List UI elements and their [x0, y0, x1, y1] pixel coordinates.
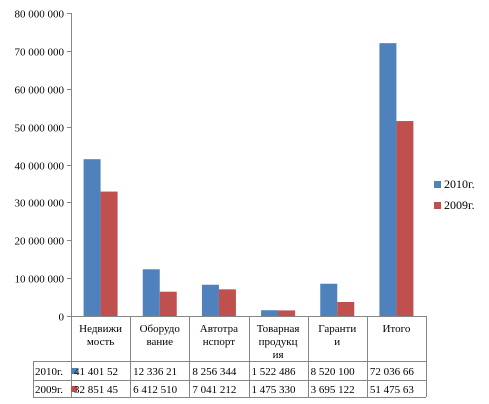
y-tick-label: 50 000 000 — [15, 123, 65, 135]
bar-series2 — [396, 121, 414, 317]
table-cell: 7 041 212 — [192, 384, 236, 396]
bar-series2 — [278, 310, 296, 316]
category-label: ия — [273, 349, 284, 361]
y-axis: 0 10 000 000 20 000 000 30 000 000 40 000 00… — [15, 9, 72, 324]
table-series-key — [71, 368, 77, 374]
category-label: Недвижи — [79, 323, 122, 335]
category-label: Оборудо — [140, 323, 181, 335]
table-cell: 12 336 21 — [133, 366, 177, 378]
table-cell: 8 256 344 — [192, 366, 237, 378]
bar-series1 — [201, 284, 219, 316]
table-cell: 41 401 52 — [74, 366, 118, 378]
table-cell: 8 520 100 — [311, 366, 356, 378]
category-label: Гаранти — [318, 323, 356, 335]
bar-series1 — [142, 269, 160, 316]
bars — [83, 43, 414, 317]
table-row-header: 2009г. — [35, 384, 63, 396]
y-tick-label: 20 000 000 — [15, 236, 65, 248]
table-series-key — [71, 386, 77, 392]
y-tick-label: 60 000 000 — [15, 85, 65, 97]
bar-series2 — [218, 289, 236, 316]
bar-series2 — [337, 302, 355, 316]
table-cell: 1 522 486 — [252, 366, 297, 378]
table-cell: 1 475 330 — [252, 384, 297, 396]
bar-series1 — [320, 283, 338, 316]
category-label: и — [334, 336, 340, 348]
legend-swatch — [434, 202, 441, 209]
bar-series1 — [261, 310, 279, 316]
bar-series1 — [379, 43, 397, 316]
table-cell: 32 851 45 — [74, 384, 119, 396]
y-tick-label: 0 — [59, 312, 65, 324]
legend-swatch — [434, 181, 441, 188]
y-tick-label: 10 000 000 — [15, 274, 65, 286]
category-label: Итого — [382, 323, 410, 335]
legend-label: 2010г. — [444, 177, 475, 191]
category-label: Товарная — [257, 323, 300, 335]
category-label: нспорт — [203, 336, 236, 348]
table-cell: 3 695 122 — [311, 384, 355, 396]
y-tick-label: 70 000 000 — [15, 47, 65, 59]
legend: 2010г. 2009г. — [434, 177, 475, 212]
bar-series2 — [100, 191, 118, 316]
category-label: продукц — [259, 336, 298, 348]
bar-series1 — [83, 159, 101, 316]
table-cell: 72 036 66 — [370, 366, 415, 378]
legend-label: 2009г. — [444, 198, 475, 212]
y-tick-label: 80 000 000 — [15, 9, 65, 21]
table-cell: 6 412 510 — [133, 384, 178, 396]
category-label: мость — [87, 336, 114, 348]
category-label: Автотра — [200, 323, 238, 335]
bar-series2 — [159, 291, 177, 316]
y-tick-label: 40 000 000 — [15, 161, 65, 173]
category-label: вание — [146, 336, 173, 348]
table-row-header: 2010г. — [35, 366, 63, 378]
table-cell: 51 475 63 — [370, 384, 415, 396]
y-tick-label: 30 000 000 — [15, 198, 65, 210]
